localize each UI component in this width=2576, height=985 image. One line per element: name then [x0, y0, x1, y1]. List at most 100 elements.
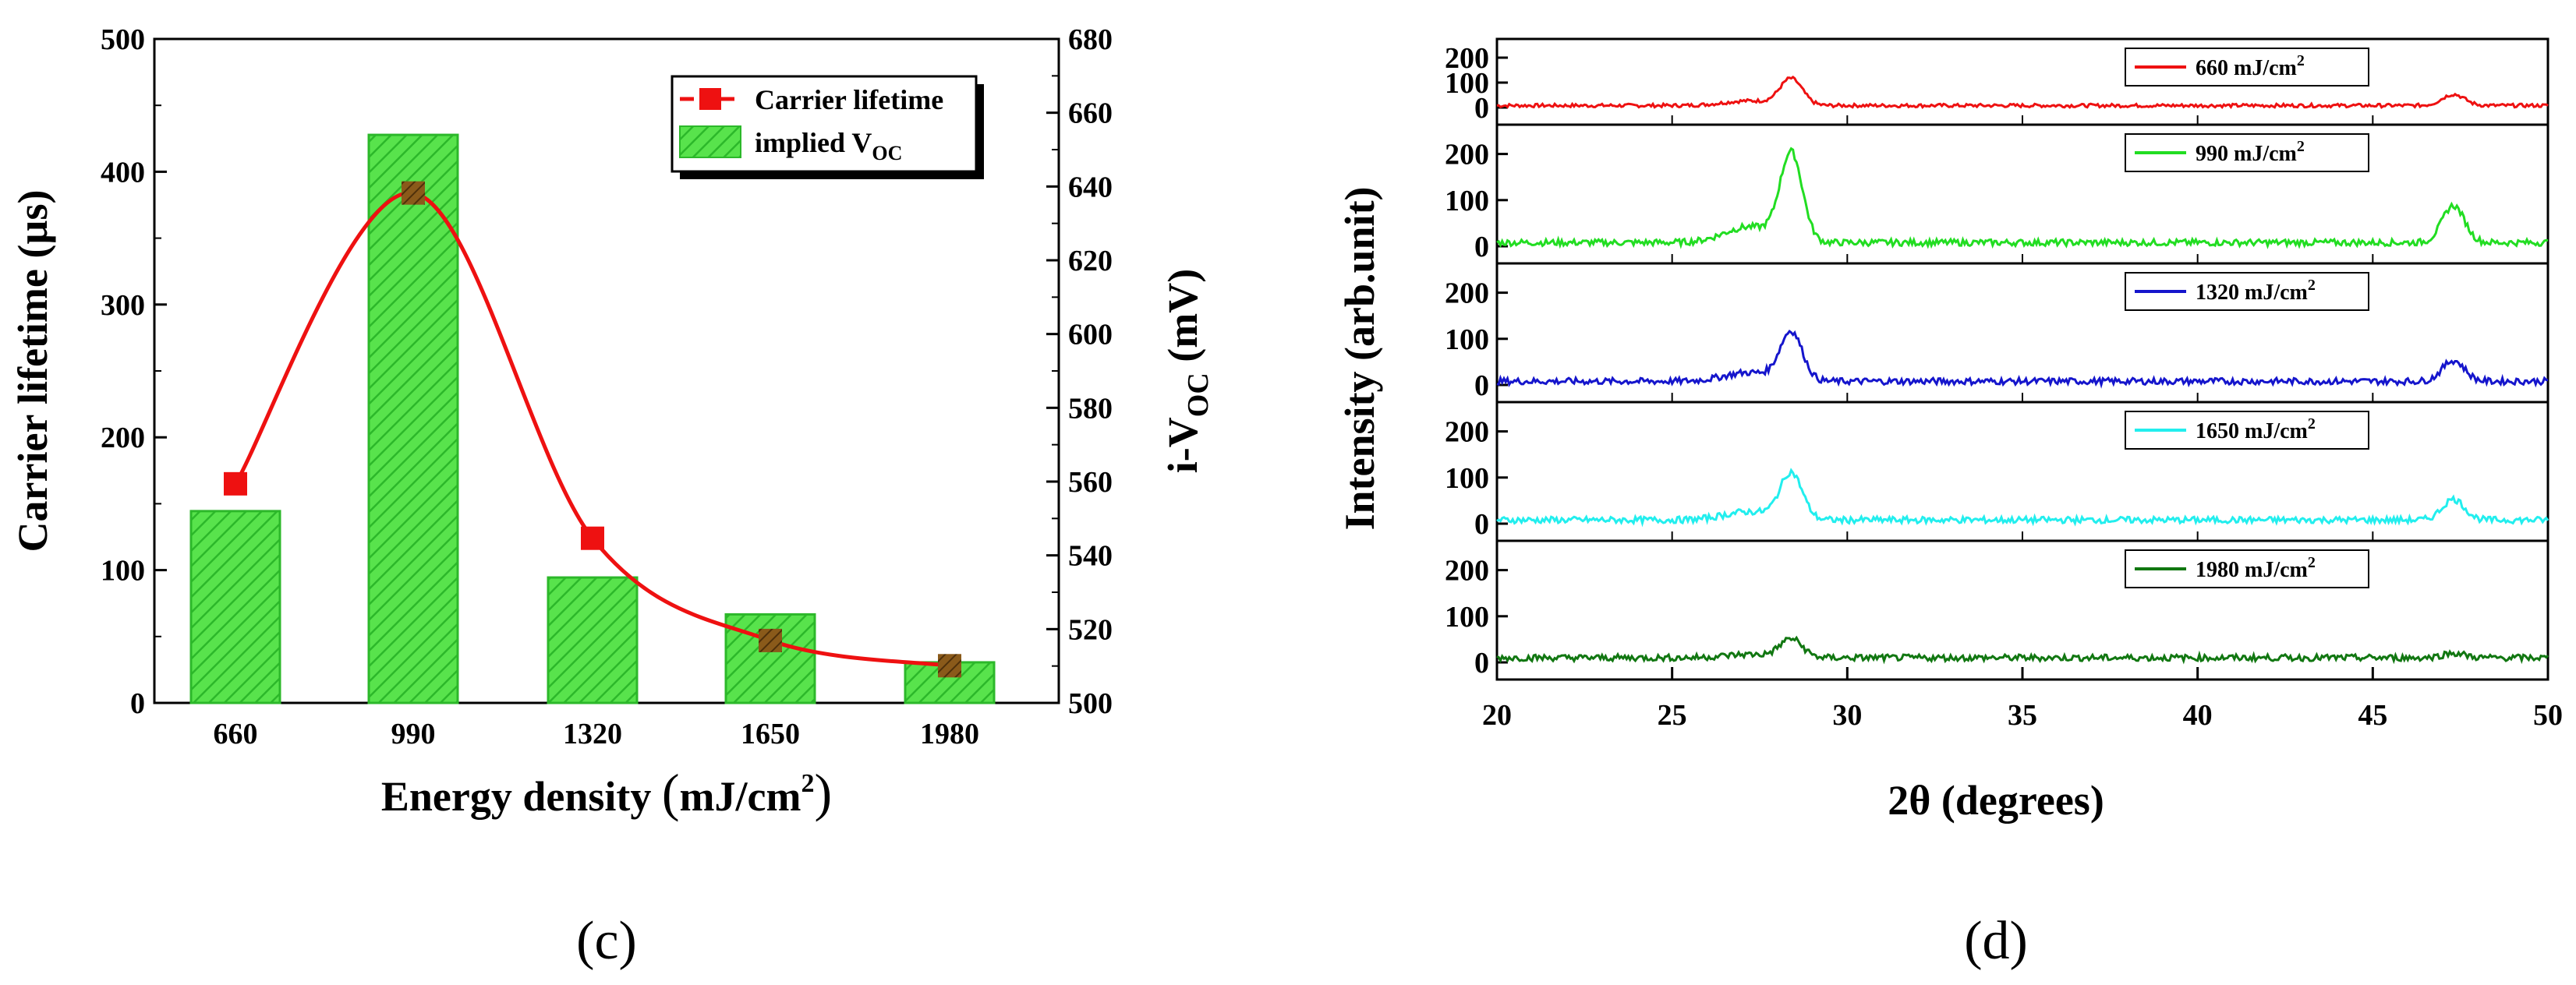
- y-tick-label-c: 100: [101, 555, 145, 588]
- x-tick-label-d: 25: [1658, 699, 1687, 732]
- bar-implied-voc: [547, 576, 639, 704]
- x-axis-title-unit: mJ/cm: [680, 773, 801, 820]
- y-tick-label-c: 300: [101, 289, 145, 322]
- y-tick-label-d: 200: [1445, 416, 1489, 449]
- legend-bar-sample: [679, 125, 741, 158]
- y2-axis-title-sub: OC: [1182, 372, 1215, 417]
- subplot-frame: [1495, 539, 2549, 681]
- y2-axis-title-main: i-V: [1159, 417, 1206, 473]
- legend-label-main: 1980 mJ/cm: [2196, 558, 2308, 582]
- x-tick-label-c: 1320: [563, 718, 622, 750]
- y-tick-label-d: 0: [1474, 369, 1489, 402]
- subplot-frame: [1495, 37, 2549, 126]
- y-tick-label-c: 200: [101, 422, 145, 454]
- y2-axis-title-c: i-VOC (mV): [1159, 269, 1215, 473]
- series-line-xrd: [1496, 147, 2549, 249]
- legend-label-d: 660 mJ/cm2: [2196, 52, 2305, 80]
- y-tick-label-d: 100: [1445, 323, 1489, 356]
- legend-label-d: 1320 mJ/cm2: [2196, 277, 2316, 305]
- y-axis-title-d: Intensity (arb.unit): [1336, 186, 1383, 530]
- x-tick-label-c: 990: [391, 718, 436, 750]
- bar-implied-voc: [367, 133, 459, 704]
- y-tick-label-d: 0: [1474, 92, 1489, 125]
- x-tick-label-d: 45: [2358, 699, 2387, 732]
- y-tick-label-d: 200: [1445, 555, 1489, 588]
- x-tick-label-d: 30: [1832, 699, 1862, 732]
- legend-label-voc-main: implied V: [755, 127, 872, 158]
- x-tick-label-c: 1650: [741, 718, 800, 750]
- marker-carrier-lifetime: [402, 181, 425, 205]
- marker-carrier-lifetime: [759, 628, 782, 652]
- legend-label-sup: 2: [2297, 52, 2305, 69]
- x-tick-label-d: 35: [2008, 699, 2037, 732]
- legend-label-sup: 2: [2308, 277, 2316, 294]
- bar-implied-voc: [189, 510, 281, 704]
- legend-label-lifetime: Carrier lifetime: [755, 84, 943, 115]
- y2-tick-label-c: 560: [1068, 466, 1113, 499]
- series-line-xrd: [1496, 76, 2549, 110]
- y-tick-label-d: 100: [1445, 601, 1489, 634]
- y2-tick-label-c: 540: [1068, 540, 1113, 573]
- y-tick-label-d: 200: [1445, 139, 1489, 171]
- x-tick-label-d: 40: [2183, 699, 2213, 732]
- y-tick-label-d: 200: [1445, 277, 1489, 310]
- y2-axis-title-unit: (mV): [1159, 269, 1206, 372]
- legend-label-sup: 2: [2297, 138, 2305, 155]
- legend-c: Carrier lifetime implied VOC: [671, 75, 984, 179]
- y-tick-label-d: 100: [1445, 67, 1489, 100]
- marker-carrier-lifetime: [224, 471, 247, 496]
- legend-label-voc: implied VOC: [755, 127, 902, 164]
- y-axis-title-c: Carrier lifetime (µs): [9, 190, 56, 553]
- legend-label-d: 1650 mJ/cm2: [2196, 415, 2316, 443]
- legend-label-d: 990 mJ/cm2: [2196, 138, 2305, 166]
- x-tick-label-c: 660: [214, 718, 258, 750]
- panel-label-c: (c): [576, 911, 637, 971]
- y2-tick-label-c: 580: [1068, 392, 1113, 425]
- x-axis-title-open: (: [662, 763, 680, 822]
- x-axis-title-close: ): [814, 763, 832, 822]
- legend-label-sup: 2: [2308, 554, 2316, 571]
- series-line-xrd: [1496, 635, 2549, 665]
- y2-tick-label-c: 660: [1068, 97, 1113, 130]
- y-tick-label-d: 0: [1474, 647, 1489, 680]
- y2-tick-label-c: 680: [1068, 23, 1113, 56]
- legend-label-main: 990 mJ/cm: [2196, 142, 2297, 166]
- y2-tick-label-c: 640: [1068, 171, 1113, 203]
- x-tick-label-d: 20: [1482, 699, 1512, 732]
- y-tick-label-d: 0: [1474, 508, 1489, 541]
- panel-label-d: (d): [1964, 911, 2028, 971]
- chart-c: 0 100 200 300 400 500 500 520 540 560 580 600 620 640…: [9, 23, 1215, 971]
- marker-carrier-lifetime: [938, 654, 961, 678]
- y2-tick-label-c: 520: [1068, 613, 1113, 646]
- legend-label-voc-sub: OC: [872, 142, 902, 164]
- x-axis-title-main: Energy density: [381, 773, 662, 820]
- x-tick-label-d: 50: [2533, 699, 2563, 732]
- bar-implied-voc: [724, 613, 816, 704]
- legend-label-main: 1650 mJ/cm: [2196, 419, 2308, 443]
- legend-label-d: 1980 mJ/cm2: [2196, 554, 2316, 582]
- series-line-carrier-lifetime: [233, 191, 950, 668]
- legend-label-main: 660 mJ/cm: [2196, 56, 2297, 80]
- x-tick-label-c: 1980: [920, 718, 979, 750]
- y-tick-label-c: 500: [101, 23, 145, 56]
- series-line-xrd: [1496, 329, 2549, 389]
- legend-label-sup: 2: [2308, 415, 2316, 432]
- y-tick-label-d: 100: [1445, 462, 1489, 495]
- y2-tick-label-c: 620: [1068, 245, 1113, 277]
- y-tick-label-d: 100: [1445, 185, 1489, 217]
- y2-tick-label-c: 500: [1068, 687, 1113, 720]
- x-axis-title-c: Energy density (mJ/cm2): [381, 763, 832, 822]
- y-tick-label-c: 400: [101, 156, 145, 189]
- series-line-xrd: [1496, 468, 2549, 528]
- y-tick-label-c: 0: [130, 687, 145, 720]
- y2-tick-label-c: 600: [1068, 319, 1113, 351]
- marker-carrier-lifetime: [581, 526, 604, 550]
- x-axis-title-sup: 2: [801, 769, 814, 798]
- x-axis-title-d: 2θ (degrees): [1888, 777, 2104, 824]
- legend-label-main: 1320 mJ/cm: [2196, 281, 2308, 305]
- legend-marker-sample: [699, 88, 721, 110]
- y-tick-label-d: 0: [1474, 231, 1489, 263]
- y-tick-label-d: 200: [1445, 42, 1489, 75]
